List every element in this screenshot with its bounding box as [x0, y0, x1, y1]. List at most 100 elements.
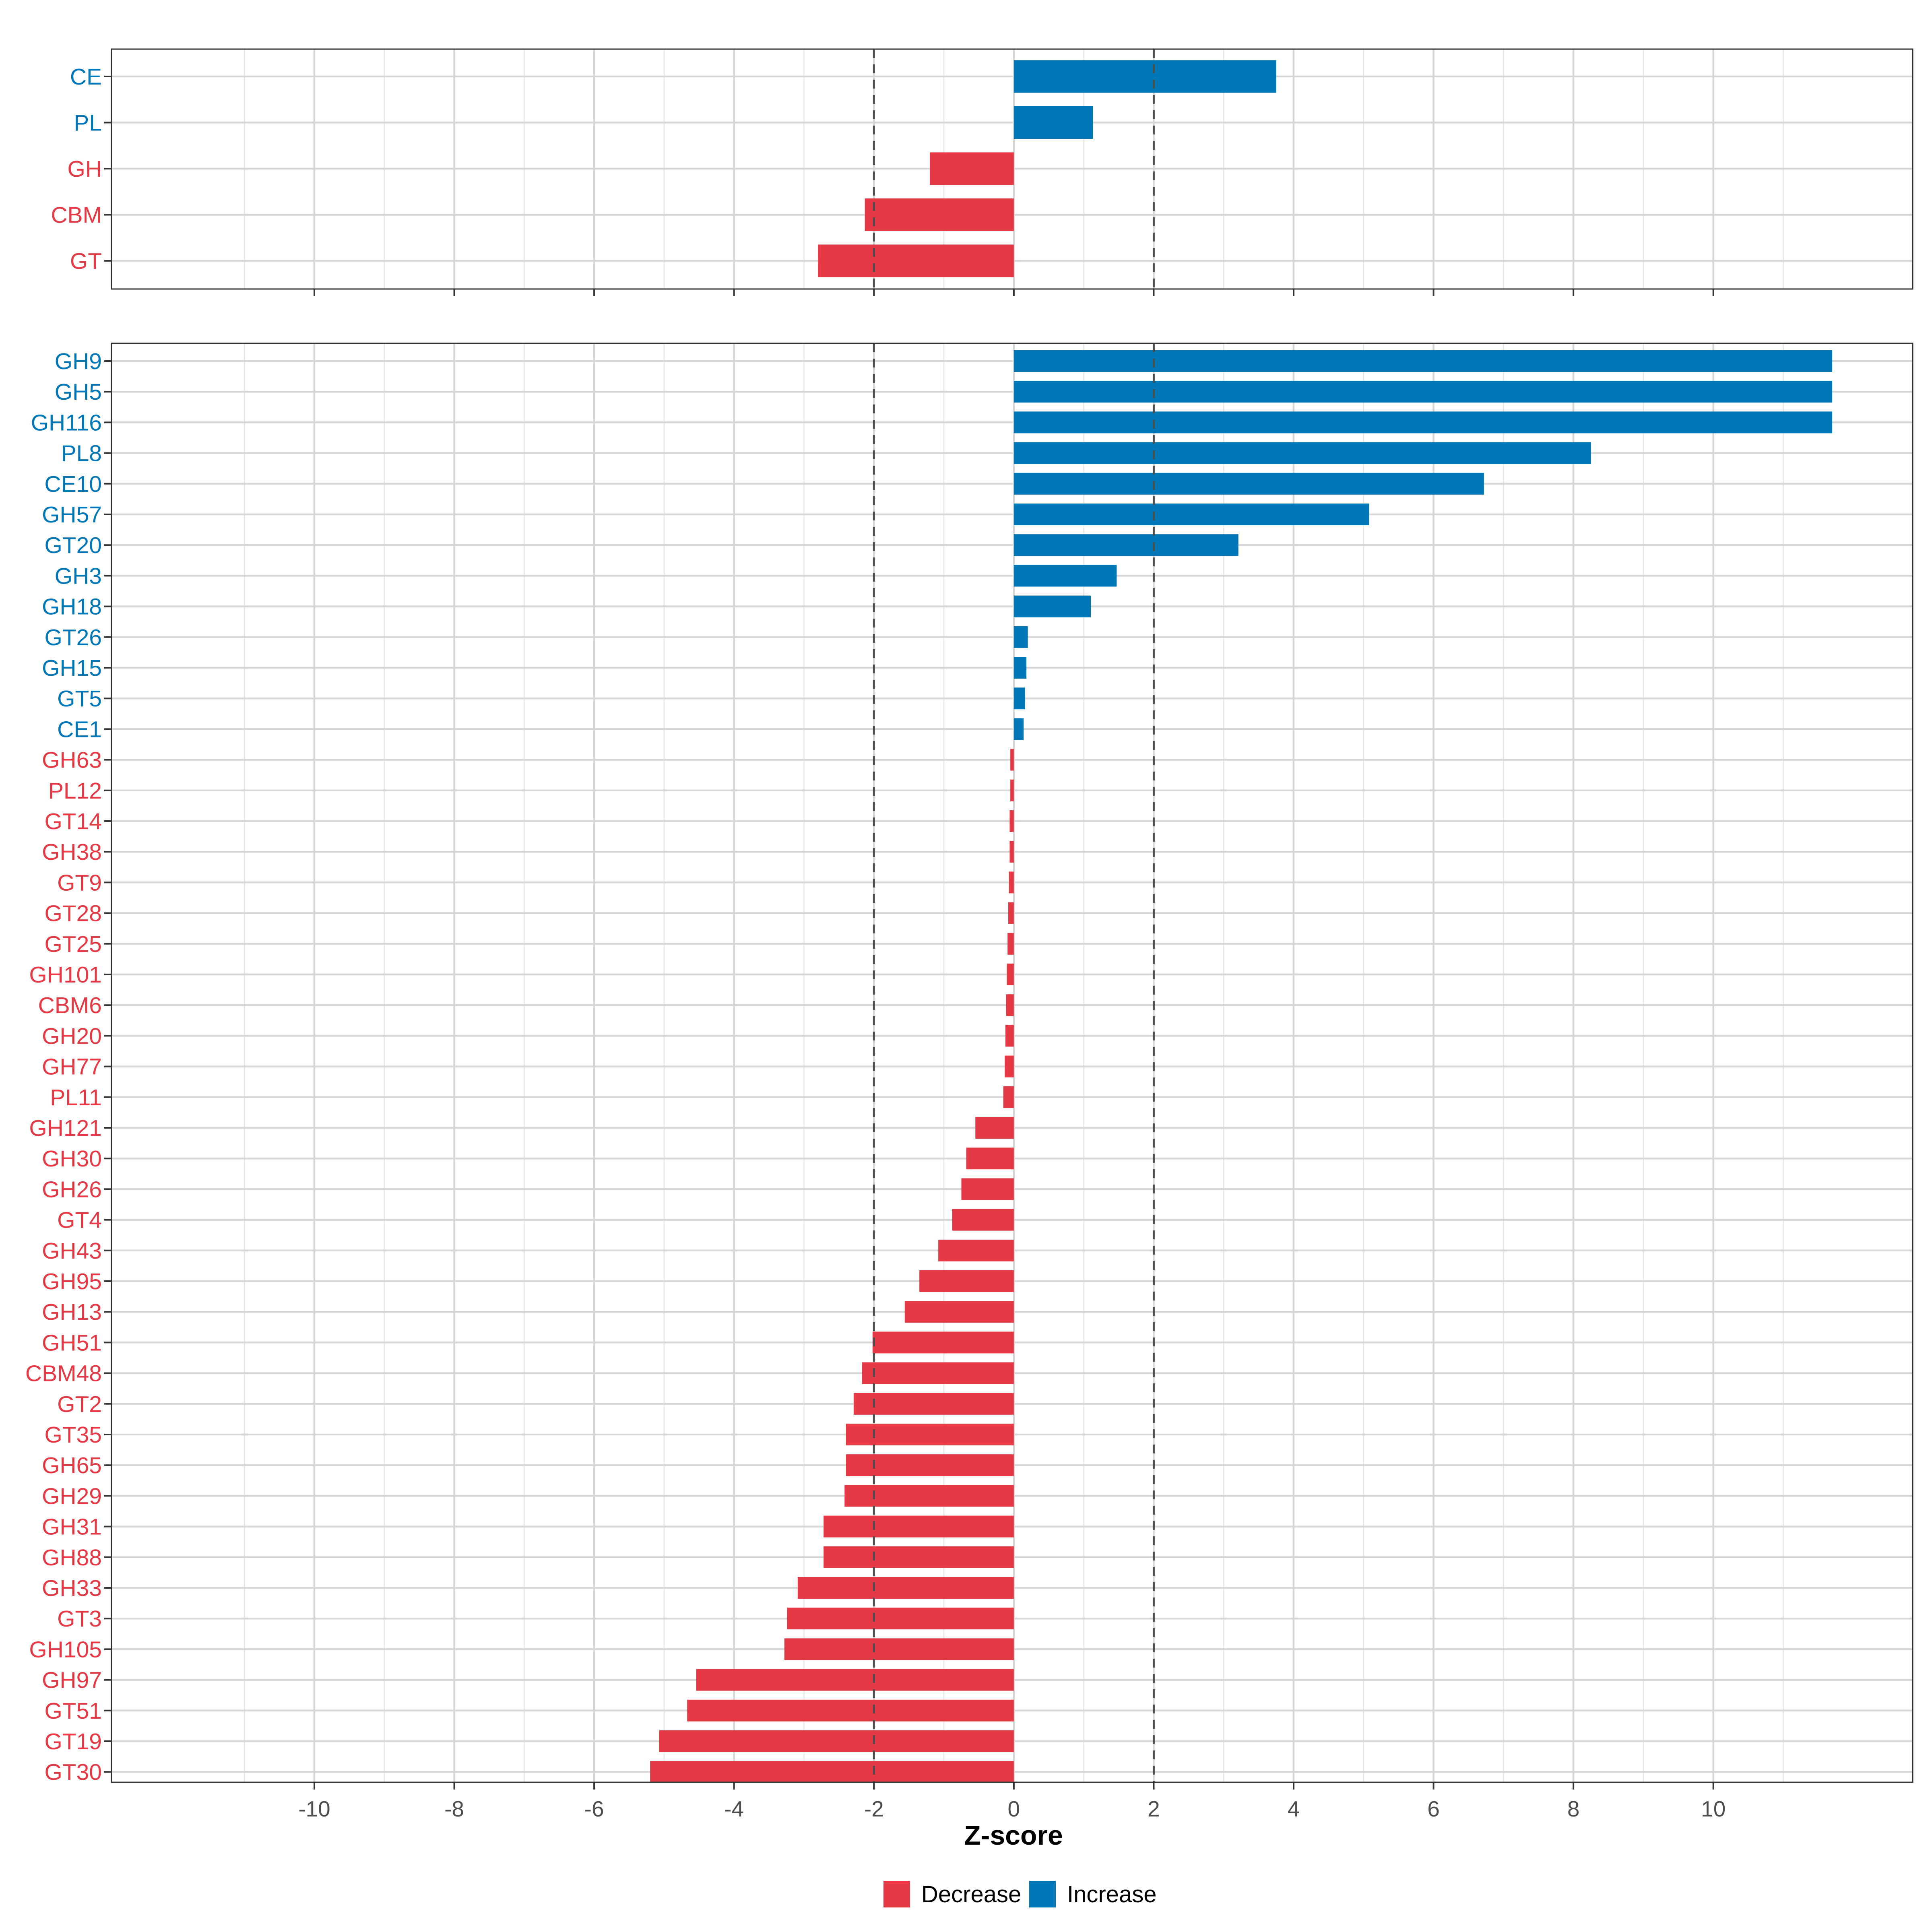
- category-label: GH18: [42, 594, 102, 620]
- category-label: GT26: [44, 625, 102, 650]
- category-label: GH29: [42, 1483, 102, 1509]
- category-label: GH30: [42, 1146, 102, 1172]
- category-label: GT20: [44, 533, 102, 558]
- x-tick-label: -8: [444, 1796, 464, 1821]
- category-label: PL12: [48, 778, 102, 804]
- bar-cbm: [865, 198, 1014, 231]
- category-label: GH5: [55, 379, 102, 405]
- bar-gh13: [904, 1301, 1014, 1323]
- bar-gh29: [844, 1485, 1014, 1507]
- legend: Decrease Increase: [883, 1881, 1156, 1907]
- category-label: GT14: [44, 809, 102, 834]
- legend-key-increase: [1029, 1881, 1056, 1907]
- bar-gh30: [966, 1148, 1014, 1170]
- bar-gt2: [853, 1393, 1014, 1415]
- bar-gh95: [919, 1270, 1014, 1292]
- category-label: GH97: [42, 1668, 102, 1693]
- bar-gh65: [846, 1454, 1014, 1476]
- bar-pl12: [1010, 779, 1014, 801]
- bar-gh101: [1007, 964, 1014, 985]
- x-tick-label: 10: [1701, 1796, 1726, 1821]
- category-label: GH38: [42, 839, 102, 865]
- category-label: GT30: [44, 1759, 102, 1785]
- category-label: GH3: [55, 563, 102, 589]
- category-label: PL: [74, 110, 102, 136]
- bar-pl: [1013, 106, 1093, 139]
- category-label: GH13: [42, 1299, 102, 1325]
- bar-gh15: [1013, 657, 1027, 679]
- bar-gt51: [687, 1699, 1014, 1721]
- bar-gt35: [846, 1424, 1014, 1445]
- bar-gh63: [1010, 749, 1014, 771]
- bar-gh97: [696, 1669, 1014, 1691]
- bar-gh88: [824, 1546, 1014, 1568]
- x-tick-label: -2: [864, 1796, 884, 1821]
- x-axis-title: Z-score: [964, 1820, 1063, 1851]
- bar-gt14: [1009, 810, 1014, 832]
- category-label: GH: [68, 156, 102, 182]
- bar-gt28: [1008, 902, 1014, 924]
- x-tick-label: -10: [298, 1796, 330, 1821]
- category-label: GT28: [44, 901, 102, 927]
- x-tick-label: 2: [1148, 1796, 1160, 1821]
- bar-gt26: [1013, 626, 1028, 648]
- bar-gh5: [1013, 381, 1833, 403]
- bar-gh33: [797, 1577, 1014, 1599]
- x-tick-label: 0: [1008, 1796, 1020, 1821]
- x-tick-label: -6: [584, 1796, 604, 1821]
- bar-gh77: [1005, 1055, 1014, 1077]
- category-label: GH43: [42, 1238, 102, 1264]
- bar-gt20: [1013, 534, 1238, 556]
- bar-gt: [818, 244, 1014, 277]
- category-label: GH77: [42, 1054, 102, 1080]
- bar-gt4: [952, 1209, 1014, 1231]
- bar-pl8: [1013, 442, 1591, 464]
- x-tick-label: -4: [724, 1796, 744, 1821]
- bar-ce: [1013, 60, 1276, 93]
- category-label: CBM6: [38, 993, 102, 1018]
- category-label: CE10: [44, 471, 102, 497]
- category-label: GH33: [42, 1575, 102, 1601]
- category-label: GH57: [42, 502, 102, 528]
- category-label: GT25: [44, 931, 102, 957]
- category-label: GH88: [42, 1545, 102, 1571]
- x-tick-label: 6: [1427, 1796, 1440, 1821]
- category-label: GT9: [57, 870, 102, 896]
- category-label: GH95: [42, 1269, 102, 1294]
- category-label: GT51: [44, 1698, 102, 1724]
- category-label: GH20: [42, 1023, 102, 1049]
- category-label: PL8: [61, 441, 102, 466]
- legend-key-decrease: [883, 1881, 910, 1907]
- category-label: CBM: [51, 202, 102, 228]
- bar-gh121: [975, 1117, 1014, 1139]
- bar-gh43: [938, 1239, 1014, 1261]
- bar-gt25: [1007, 933, 1014, 955]
- bar-gh26: [961, 1178, 1014, 1200]
- bar-gt19: [659, 1730, 1014, 1752]
- category-label: CBM48: [25, 1361, 102, 1387]
- bar-gt9: [1009, 871, 1014, 894]
- x-tick-label: 4: [1288, 1796, 1300, 1821]
- category-label: GH26: [42, 1177, 102, 1202]
- x-tick-label: 8: [1567, 1796, 1580, 1821]
- category-label: CE1: [57, 716, 102, 742]
- category-label: GH31: [42, 1514, 102, 1540]
- category-label: GH51: [42, 1330, 102, 1356]
- category-label: GT2: [57, 1391, 102, 1417]
- category-label: GT19: [44, 1729, 102, 1754]
- bar-pl11: [1003, 1086, 1014, 1108]
- bar-cbm48: [862, 1362, 1014, 1384]
- category-label: GT4: [57, 1208, 102, 1233]
- category-label: GT: [70, 248, 102, 274]
- category-label: GH116: [31, 410, 102, 436]
- category-label: PL11: [50, 1085, 102, 1110]
- bar-gh116: [1013, 411, 1833, 433]
- bar-gh20: [1005, 1025, 1014, 1047]
- bar-cbm6: [1006, 994, 1014, 1016]
- bar-gh51: [872, 1331, 1014, 1354]
- bar-gh31: [824, 1515, 1014, 1538]
- bar-gh3: [1013, 565, 1117, 587]
- bar-gt5: [1013, 687, 1025, 710]
- bar-gt30: [650, 1761, 1014, 1783]
